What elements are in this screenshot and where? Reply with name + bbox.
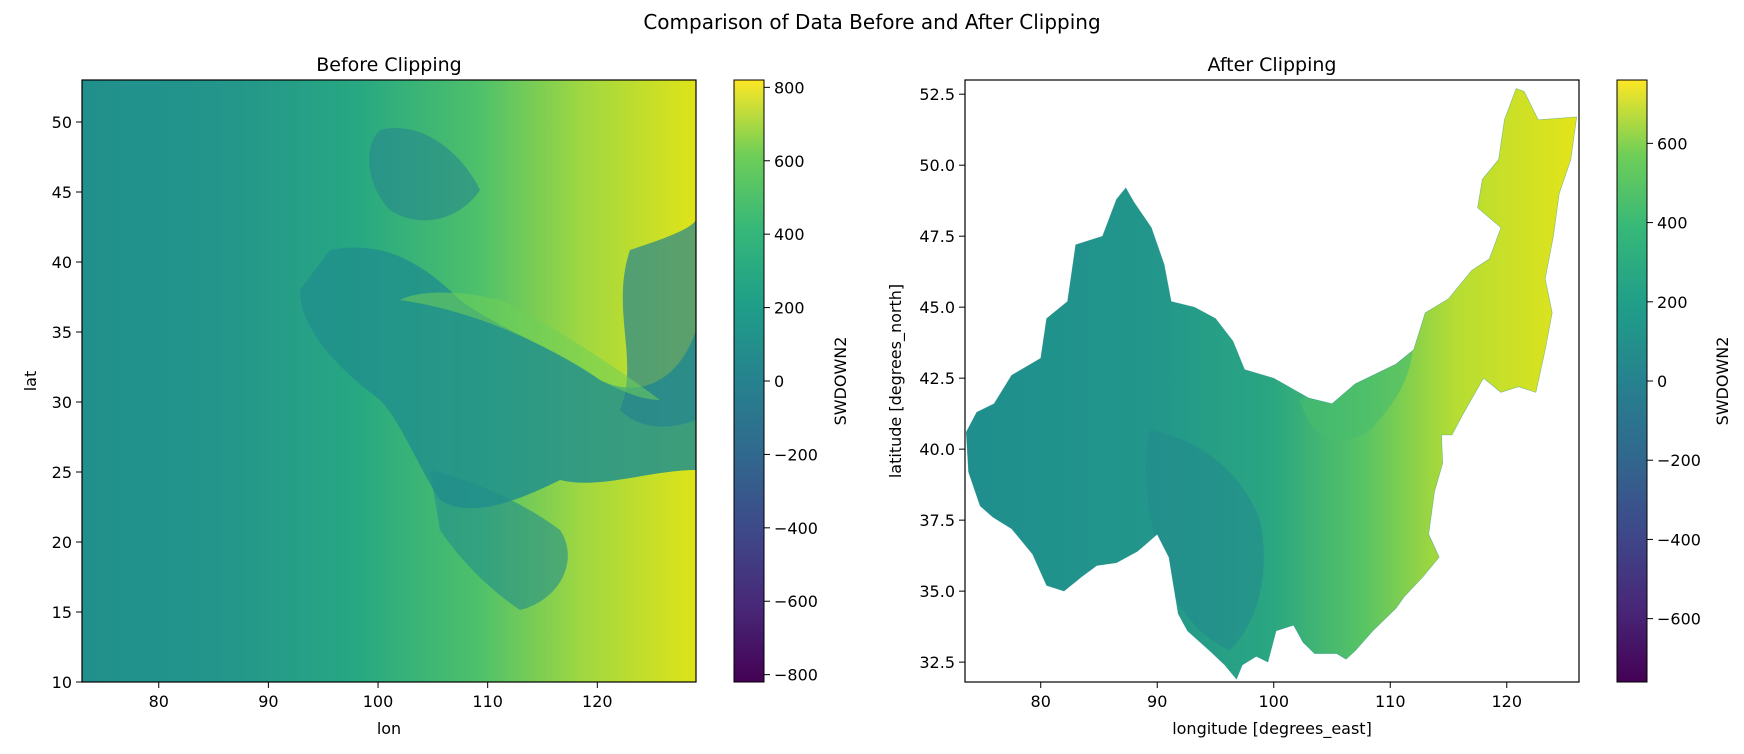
right-panel-title: After Clipping	[1208, 54, 1337, 76]
right-region-outline	[965, 88, 1578, 680]
panel-before-clipping: Before Clipping 80 90 100 110 120 10 15 20 25 30…	[21, 54, 850, 738]
right-yticks: 32.5 35.0 37.5 40.0 42.5 45.0 47.5 50.0 52.5	[919, 85, 965, 672]
ytick-label: 45	[52, 183, 72, 202]
ytick-label: 50	[52, 113, 72, 132]
colorbar-tick-label: 200	[774, 299, 805, 318]
colorbar-tick-label: 600	[1657, 134, 1688, 153]
panel-after-clipping: After Clipping 80 90 100 110 120 32.5 35.0 37.…	[886, 54, 1732, 739]
right-ylabel: latitude [degrees_north]	[886, 284, 906, 478]
left-xticks: 80 90 100 110 120	[149, 682, 613, 711]
xtick-label: 120	[582, 692, 613, 711]
right-colorbar	[1616, 79, 1648, 683]
colorbar-tick-label: 600	[774, 152, 805, 171]
left-colorbar-ticks: −800 −600 −400 −200 0 200 400 600 800	[764, 78, 818, 685]
xtick-label: 80	[1031, 692, 1051, 711]
left-xlabel: lon	[377, 719, 401, 738]
xtick-label: 110	[1375, 692, 1406, 711]
ytick-label: 32.5	[919, 653, 955, 672]
left-panel-title: Before Clipping	[316, 54, 462, 76]
ytick-label: 40.0	[919, 440, 955, 459]
left-bright-band	[400, 292, 660, 400]
left-dark-patch-east	[620, 220, 696, 427]
colorbar-tick-label: −800	[774, 666, 818, 685]
right-colorbar-label: SWDOWN2	[1713, 337, 1732, 426]
colorbar-tick-label: −400	[1657, 530, 1701, 549]
colorbar-tick-label: 0	[774, 372, 784, 391]
left-dark-patch-south	[430, 470, 568, 610]
xtick-label: 100	[363, 692, 394, 711]
colorbar-tick-label: 0	[1657, 372, 1667, 391]
ytick-label: 10	[52, 673, 72, 692]
colorbar-tick-label: −400	[774, 519, 818, 538]
left-dark-patch-north	[369, 128, 480, 221]
ytick-label: 42.5	[919, 369, 955, 388]
ytick-label: 47.5	[919, 227, 955, 246]
xtick-label: 90	[1147, 692, 1167, 711]
left-dark-patch-main	[300, 247, 696, 509]
ytick-label: 52.5	[919, 85, 955, 104]
left-colorbar-label: SWDOWN2	[831, 337, 850, 426]
colorbar-tick-label: −600	[774, 592, 818, 611]
colorbar-tick-label: −200	[1657, 451, 1701, 470]
ytick-label: 35.0	[919, 582, 955, 601]
figure-suptitle: Comparison of Data Before and After Clip…	[643, 10, 1100, 34]
colorbar-tick-label: −200	[774, 445, 818, 464]
ytick-label: 20	[52, 533, 72, 552]
ytick-label: 40	[52, 253, 72, 272]
right-xticks: 80 90 100 110 120	[1031, 682, 1522, 711]
ytick-label: 45.0	[919, 298, 955, 317]
colorbar-tick-label: 400	[774, 225, 805, 244]
left-axes-frame	[81, 79, 697, 683]
xtick-label: 80	[149, 692, 169, 711]
ytick-label: 35	[52, 323, 72, 342]
ytick-label: 30	[52, 393, 72, 412]
colorbar-tick-label: −600	[1657, 610, 1701, 629]
colorbar-tick-label: 800	[774, 78, 805, 97]
colorbar-tick-label: 400	[1657, 214, 1688, 233]
right-xlabel: longitude [degrees_east]	[1172, 719, 1372, 739]
right-colorbar-ticks: −600 −400 −200 0 200 400 600	[1647, 134, 1701, 629]
ytick-label: 15	[52, 603, 72, 622]
xtick-label: 110	[472, 692, 503, 711]
ytick-label: 50.0	[919, 156, 955, 175]
left-ylabel: lat	[21, 371, 40, 392]
right-axes-frame	[964, 79, 1580, 683]
xtick-label: 90	[258, 692, 278, 711]
ytick-label: 25	[52, 463, 72, 482]
left-yticks: 10 15 20 25 30 35 40 45 50	[52, 113, 82, 692]
ytick-label: 37.5	[919, 511, 955, 530]
left-colorbar	[733, 79, 765, 683]
xtick-label: 100	[1258, 692, 1289, 711]
colorbar-tick-label: 200	[1657, 293, 1688, 312]
left-heatmap	[82, 80, 696, 682]
xtick-label: 120	[1491, 692, 1522, 711]
